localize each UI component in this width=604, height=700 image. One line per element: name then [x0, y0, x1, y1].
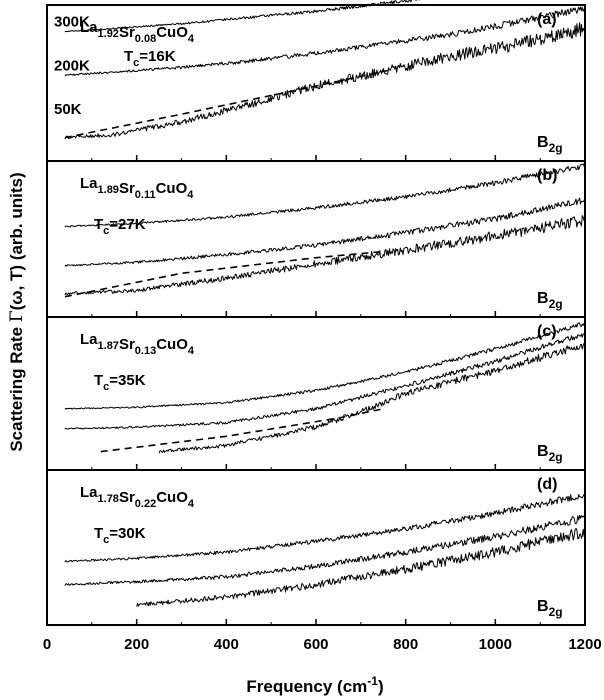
dashed-fit-line — [64, 250, 384, 298]
panel-3: (c) La1.87Sr0.13CuO4 Tc=35K B2g — [46, 316, 586, 471]
series-line-2 — [64, 514, 586, 586]
series-line-1 — [64, 0, 431, 33]
x-axis-label: Frequency (cm-1) — [246, 674, 383, 696]
compound-formula: La1.87Sr0.13CuO4 — [80, 331, 195, 357]
series-line-2 — [64, 333, 586, 430]
panel-label: (a) — [537, 11, 557, 28]
series-line-3 — [64, 22, 586, 140]
x-axis: 0 200 400 600 800 1000 1200 — [43, 636, 602, 653]
series-line-2 — [64, 196, 586, 267]
symmetry-label: B2g — [537, 443, 563, 464]
x-tick-label: 200 — [124, 636, 149, 653]
series-line-2 — [64, 6, 586, 77]
x-tick-label: 1000 — [479, 636, 512, 653]
temperature-label: 200K — [54, 57, 90, 74]
series-line-3 — [64, 215, 586, 296]
panel-label: (c) — [537, 323, 557, 340]
x-tick-label: 600 — [303, 636, 328, 653]
series-line-1 — [64, 493, 586, 563]
series-line-3 — [136, 527, 586, 607]
symmetry-label: B2g — [537, 290, 563, 311]
tc-label: Tc=30K — [94, 525, 146, 546]
dashed-fit-line — [100, 408, 384, 453]
x-tick-label: 800 — [393, 636, 418, 653]
compound-formula: La1.78Sr0.22CuO4 — [80, 484, 195, 510]
series-line-3 — [158, 342, 586, 454]
compound-formula: La1.89Sr0.11CuO4 — [80, 175, 194, 201]
panel-2: (b) La1.89Sr0.11CuO4 Tc=27K B2g — [46, 160, 586, 318]
compound-formula: La1.92Sr0.08CuO4 — [80, 19, 195, 45]
panels: (a)La1.92Sr0.08CuO4Tc=16KB2g300K200K50K(… — [46, 0, 586, 626]
x-tick-label: 0 — [43, 636, 51, 653]
temperature-label: 300K — [54, 14, 90, 31]
symmetry-label: B2g — [537, 134, 563, 155]
panel-1: (a) La1.92Sr0.08CuO4 Tc=16K B2g 300K 200K 50K — [46, 0, 586, 162]
panel-4: (d) La1.78Sr0.22CuO4 Tc=30K B2g — [46, 469, 586, 626]
symmetry-label: B2g — [537, 598, 563, 619]
x-tick-label: 1200 — [568, 636, 601, 653]
panel-label: (b) — [537, 167, 557, 184]
panel-label: (d) — [537, 476, 557, 493]
series-line-1 — [64, 322, 586, 410]
tc-label: Tc=16K — [124, 48, 176, 69]
series-line-1 — [64, 163, 586, 228]
tc-label: Tc=27K — [94, 216, 146, 237]
y-axis-label: Scattering Rate Γ(ω, T) (arb. units) — [7, 172, 27, 451]
x-tick-label: 400 — [214, 636, 239, 653]
temperature-label: 50K — [54, 101, 82, 118]
tc-label: Tc=35K — [94, 372, 146, 393]
dashed-fit-line — [64, 69, 388, 139]
